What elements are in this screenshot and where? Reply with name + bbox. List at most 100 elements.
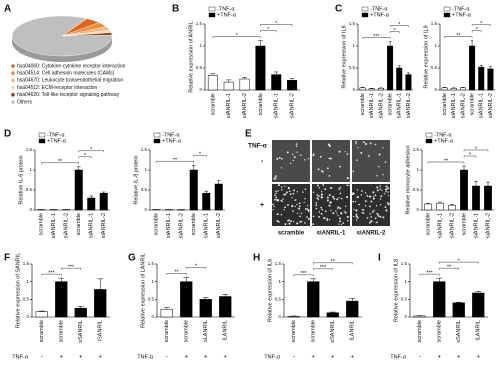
x-tick-label: lLANRIL [223,320,229,340]
bar [160,308,173,318]
treatment-sign: + [204,355,208,361]
cell [299,215,301,218]
cell [355,213,358,216]
x-tick-label: scramble [210,93,216,115]
cell [376,175,378,177]
cell [379,204,382,206]
cell [302,191,304,193]
y-tick-label: 0 [29,207,32,212]
cell [340,223,343,226]
cell [315,204,317,206]
error-bar [204,190,209,194]
cell [304,159,306,161]
cell [275,190,277,193]
cell [328,204,331,207]
x-tick-label: scramble [442,93,448,115]
treatment-label: TNF-α [137,354,154,360]
significance-bracket [313,262,353,265]
cell [292,192,295,195]
significance-label: * [480,21,483,27]
x-tick-label: siANRIL-2 [242,93,248,118]
legend-swatch [361,6,369,12]
error-bar [462,165,466,170]
cell [387,203,390,206]
y-tick-label: 0 [278,314,281,319]
error-bar [183,277,190,282]
cell [355,140,357,143]
cell [289,193,292,196]
legend-label: -TNF-α [452,6,470,12]
x-tick-label: scramble [258,93,264,115]
error-bar [470,40,474,46]
cell [330,209,332,211]
error-bar [479,65,483,68]
error-bar [273,71,279,75]
significance-label: *** [426,270,433,276]
y-tick-label: 1.5 [413,147,420,152]
y-tick-label: 0 [144,207,147,212]
significance-label: ** [174,270,179,276]
cell [337,223,340,225]
cell [328,145,331,148]
x-tick-label: siANRIL-2 [460,93,466,118]
cell [277,199,280,202]
bar [239,78,250,91]
significance-label: * [469,152,472,158]
bar [436,202,444,211]
significance-label: * [398,22,401,28]
x-tick-label: siANRIL-2 [488,93,494,118]
error-bar [475,290,482,293]
treatment-label: TNF-α [390,354,407,360]
cell [280,157,283,160]
cell [369,205,371,208]
cell [303,202,305,204]
y-tick-label: 1 [352,43,355,48]
y-tick-label: 1.5 [431,21,438,26]
cell [286,191,288,194]
cell [385,209,388,212]
significance-bracket [439,261,479,264]
cell [370,200,373,203]
significance-bracket [41,162,79,165]
x-tick-label: scramble [461,213,467,235]
error-bar [329,311,336,313]
bar [424,203,432,211]
legend-swatch [361,12,369,18]
cell [312,191,315,194]
x-tick-label: siANRIL-2 [179,213,185,238]
micrograph-image [352,184,390,226]
y-tick-label: 1.5 [275,261,282,266]
cell [373,209,375,212]
significance-label: ** [58,159,63,165]
cell [340,197,343,200]
significance-label: * [90,147,93,153]
panel-letter: H [253,253,260,264]
legend-swatch [11,100,15,104]
significance-bracket [193,155,207,157]
bar [387,45,394,91]
treatment-sign: + [331,355,335,361]
bar [287,316,300,318]
cell [306,204,309,207]
cell [328,157,330,160]
significance-bracket [439,267,459,270]
cell [274,194,276,197]
cell [346,184,348,186]
bar [207,75,218,91]
cell [384,206,387,209]
cell [321,170,324,173]
cell [300,212,303,215]
cell [329,157,332,160]
cell [291,196,293,199]
y-tick-label: 1 [151,279,154,284]
cell [324,210,327,213]
x-tick-label: scramble [437,320,443,342]
cell [332,195,335,198]
cell [339,192,342,195]
cell [307,217,310,220]
bar [74,307,87,318]
legend-label: +TNF-α [452,12,472,18]
cell [322,184,325,186]
error-bar [489,66,492,69]
bar [405,74,412,91]
